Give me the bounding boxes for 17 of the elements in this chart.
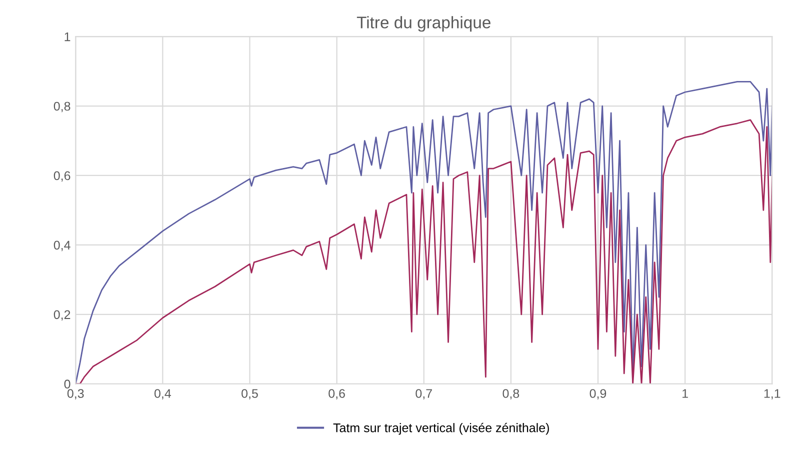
y-tick-label: 0 [64,380,70,389]
y-tick-label: 0,8 [54,102,70,112]
y-tick-label: 1 [64,32,70,42]
y-tick-label: 0,2 [54,310,70,321]
x-tick-label: 0,4 [154,389,172,400]
x-tick-label: 1 [682,389,688,398]
x-tick-label: 0,7 [416,389,432,400]
chart-title: Titre du graphique [356,16,490,32]
y-tick-label: 0,4 [54,240,70,252]
x-tick-label: 0,8 [502,389,520,400]
x-tick-label: 0,3 [67,389,84,400]
x-tick-label: 0,6 [328,389,345,400]
y-tick-label: 0,6 [54,171,70,182]
legend-label: Tatm sur trajet vertical (visée zénithale) [333,422,549,435]
x-tick-label: 0,5 [242,389,258,400]
x-tick-label: 1,1 [764,389,780,400]
x-tick-label: 0,9 [590,389,606,400]
